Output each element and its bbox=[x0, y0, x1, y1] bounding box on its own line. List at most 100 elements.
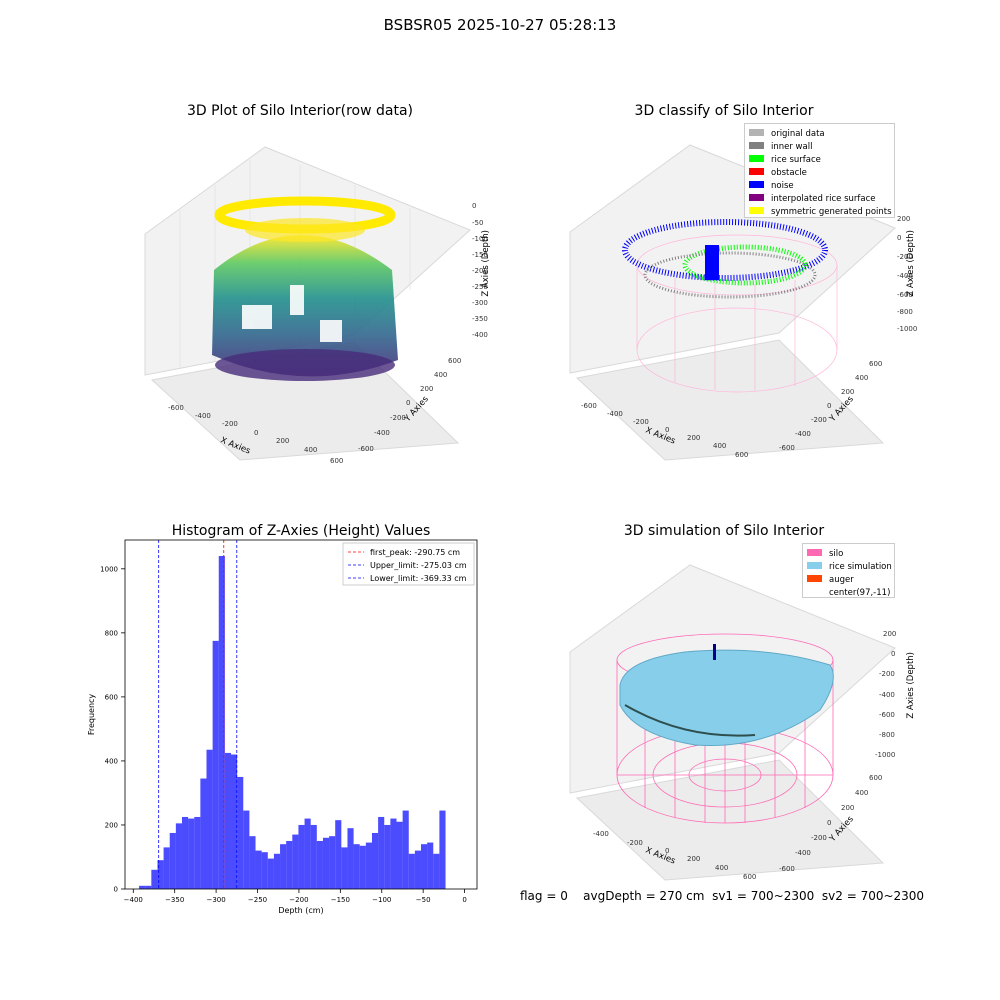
histogram-bar bbox=[188, 818, 195, 889]
histogram-bar bbox=[212, 640, 219, 889]
histogram-legend-label: first_peak: -290.75 cm bbox=[370, 548, 460, 557]
histogram-bar bbox=[267, 858, 274, 889]
histogram-y-tick-label: 0 bbox=[114, 886, 118, 894]
simulation-3d-panel: -400 -200 0 200 400 600 600 400 200 0 -2… bbox=[569, 564, 916, 881]
histogram-bar bbox=[200, 778, 207, 889]
raw-3d-panel: -600 -400 -200 0 200 400 600 600 400 200… bbox=[144, 146, 491, 465]
raw-ytick: -400 bbox=[374, 429, 390, 437]
histogram-bar bbox=[396, 821, 403, 889]
classify-ztick: -200 bbox=[897, 253, 913, 261]
simulation-xtick: 0 bbox=[665, 847, 669, 855]
simulation-legend-item-swatch bbox=[807, 562, 822, 569]
histogram-bar bbox=[151, 869, 158, 889]
simulation-xtick: 600 bbox=[743, 873, 756, 881]
histogram-x-tick-label: −250 bbox=[248, 896, 267, 904]
histogram-bar bbox=[255, 850, 262, 889]
simulation-ytick: 400 bbox=[855, 789, 868, 797]
histogram-bar bbox=[286, 840, 293, 889]
classify-ytick: -600 bbox=[779, 444, 795, 452]
classify-z-label: Z Axies (Depth) bbox=[906, 230, 916, 297]
histogram-x-tick-label: −400 bbox=[124, 896, 143, 904]
raw-ztick: -50 bbox=[472, 219, 483, 227]
histogram-bar bbox=[316, 840, 323, 889]
histogram-x-tick-label: 0 bbox=[462, 896, 466, 904]
raw-ytick: 0 bbox=[406, 399, 410, 407]
classify-ytick: -200 bbox=[811, 416, 827, 424]
histogram-bar bbox=[249, 836, 256, 889]
raw-xtick: 600 bbox=[330, 457, 343, 465]
simulation-ztick: 200 bbox=[883, 630, 896, 638]
histogram-bar bbox=[347, 828, 354, 889]
histogram-y-tick-label: 800 bbox=[105, 629, 118, 637]
figure-title: BSBSR05 2025-10-27 05:28:13 bbox=[383, 16, 617, 34]
classify-xtick: -200 bbox=[633, 418, 649, 426]
raw-ztick: -100 bbox=[472, 235, 488, 243]
classify-ztick: -600 bbox=[897, 291, 913, 299]
sv2-value: sv2 = 700~2300 bbox=[821, 889, 925, 903]
simulation-legend-item-label: rice simulation bbox=[829, 562, 892, 572]
simulation-legend-item-label: center(97,-11) bbox=[829, 588, 890, 598]
raw-ztick: -300 bbox=[472, 299, 488, 307]
raw-ztick: -400 bbox=[472, 331, 488, 339]
classify-legend-item-label: original data bbox=[771, 129, 825, 139]
histogram-bar bbox=[402, 810, 409, 889]
classify-ztick: 200 bbox=[897, 215, 910, 223]
simulation-legend-item-swatch bbox=[807, 575, 822, 582]
simulation-ztick: -200 bbox=[879, 670, 895, 678]
simulation-legend: silo rice simulation auger center(97,-11) bbox=[802, 543, 895, 598]
histogram-x-tick-label: −300 bbox=[206, 896, 225, 904]
classify-legend-item-swatch bbox=[749, 181, 764, 188]
simulation-panel-title: 3D simulation of Silo Interior bbox=[623, 523, 825, 539]
simulation-xtick: 400 bbox=[715, 864, 728, 872]
raw-ytick: -200 bbox=[390, 414, 406, 422]
classify-legend: original data inner wall rice surface obsta… bbox=[744, 123, 895, 218]
histogram-bar bbox=[273, 853, 281, 889]
classify-ztick: -1000 bbox=[897, 325, 917, 333]
histogram-x-tick-label: −50 bbox=[416, 896, 431, 904]
histogram-bar bbox=[194, 816, 201, 889]
avg-depth-value: avgDepth = 270 cm bbox=[583, 889, 705, 903]
flag-value: flag = 0 bbox=[520, 889, 568, 903]
classify-xtick: 0 bbox=[665, 426, 669, 434]
histogram-bar bbox=[421, 844, 428, 889]
simulation-legend-item-swatch bbox=[807, 549, 822, 556]
raw-x-ticks: -600 -400 -200 0 200 400 600 bbox=[168, 404, 343, 465]
classify-legend-item-swatch bbox=[749, 168, 764, 175]
classify-xtick: -600 bbox=[581, 402, 597, 410]
histogram-y-tick-label: 200 bbox=[105, 821, 118, 829]
histogram-x-tick-label: −100 bbox=[372, 896, 391, 904]
histogram-y-tick-label: 600 bbox=[105, 693, 118, 701]
histogram-x-tick-label: −350 bbox=[165, 896, 184, 904]
histogram-bar bbox=[231, 754, 238, 889]
simulation-ztick: -400 bbox=[879, 691, 895, 699]
histogram-bar bbox=[298, 824, 305, 889]
histogram-bar bbox=[218, 556, 225, 889]
histogram-x-tick-label: −200 bbox=[289, 896, 308, 904]
simulation-ztick: -800 bbox=[879, 731, 895, 739]
histogram-x-tick-label: −150 bbox=[331, 896, 350, 904]
classify-legend-item-label: inner wall bbox=[771, 142, 812, 152]
histogram-legend-label: Lower_limit: -369.33 cm bbox=[370, 574, 467, 583]
sv1-value: sv1 = 700~2300 bbox=[712, 889, 815, 903]
histogram-bar bbox=[280, 844, 287, 889]
classify-legend-item-swatch bbox=[749, 155, 764, 162]
histogram-bar bbox=[390, 818, 397, 889]
simulation-ytick: -400 bbox=[795, 849, 811, 857]
classify-xtick: 400 bbox=[713, 442, 726, 450]
classify-ytick: -400 bbox=[795, 430, 811, 438]
raw-panel-title: 3D Plot of Silo Interior(row data) bbox=[186, 103, 414, 119]
raw-ytick: 400 bbox=[434, 371, 447, 379]
histogram-bar bbox=[378, 816, 385, 889]
histogram-legend bbox=[342, 542, 475, 586]
raw-ztick: 0 bbox=[472, 202, 476, 210]
raw-ztick: -250 bbox=[472, 283, 488, 291]
histogram-bar bbox=[181, 816, 189, 889]
raw-ztick: -350 bbox=[472, 315, 488, 323]
raw-xtick: -600 bbox=[168, 404, 184, 412]
simulation-xtick: 200 bbox=[687, 855, 700, 863]
simulation-ytick: 0 bbox=[827, 819, 831, 827]
classify-xtick: -400 bbox=[607, 410, 623, 418]
classify-ytick: 0 bbox=[827, 402, 831, 410]
histogram-y-axis-label: Frequency bbox=[87, 694, 96, 736]
histogram-bar bbox=[304, 818, 311, 889]
